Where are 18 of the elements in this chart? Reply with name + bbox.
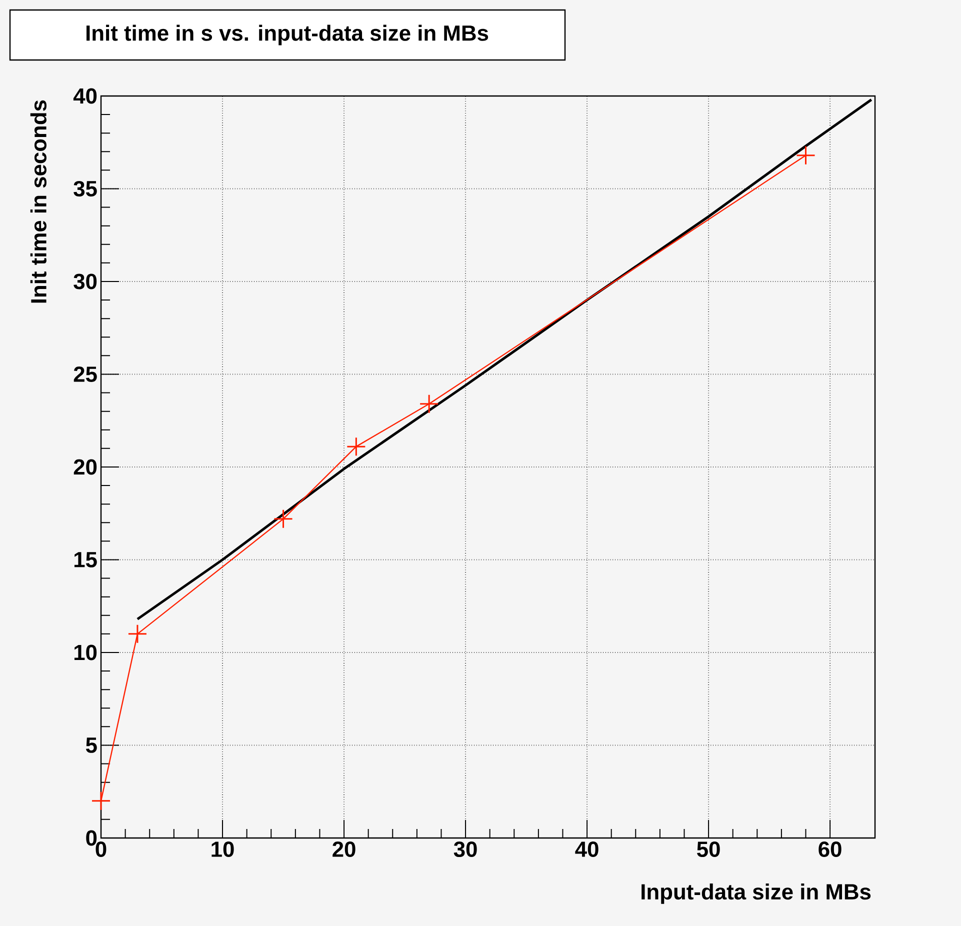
x-axis-title: Input-data size in MBs bbox=[642, 883, 871, 904]
chart-title: Init time in s vs. input-data size in MBs bbox=[86, 24, 488, 46]
y-tick-label: 15 bbox=[74, 552, 97, 568]
y-tick-label: 25 bbox=[74, 366, 97, 382]
y-tick-label: 35 bbox=[74, 180, 97, 197]
y-tick-label: 20 bbox=[74, 459, 97, 475]
x-tick-label: 10 bbox=[212, 841, 234, 858]
y-tick-label: 40 bbox=[73, 88, 97, 104]
y-tick-label: 0 bbox=[86, 830, 97, 846]
x-tick-label: 20 bbox=[332, 841, 356, 858]
y-tick-label: 30 bbox=[74, 274, 97, 290]
x-tick-label: 40 bbox=[575, 841, 598, 858]
x-tick-label: 30 bbox=[454, 841, 477, 858]
y-tick-label: 10 bbox=[74, 644, 97, 660]
y-tick-label: 5 bbox=[86, 738, 97, 753]
x-tick-label: 50 bbox=[697, 841, 720, 858]
x-tick-label: 60 bbox=[818, 841, 842, 858]
y-axis-title: Init time in seconds bbox=[30, 100, 46, 303]
